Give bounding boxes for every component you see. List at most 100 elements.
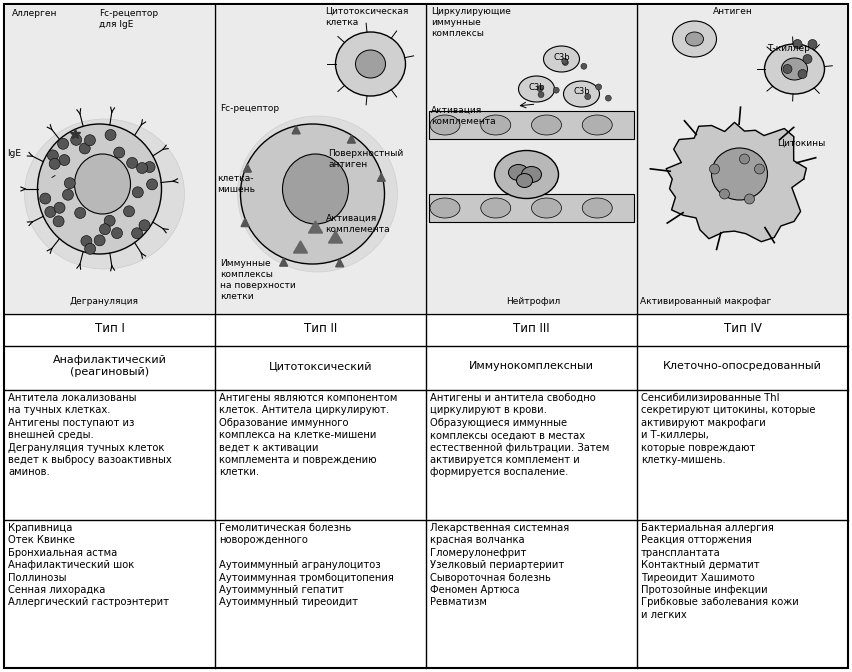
Circle shape bbox=[740, 154, 750, 164]
Circle shape bbox=[84, 243, 95, 254]
Circle shape bbox=[139, 220, 150, 230]
Circle shape bbox=[581, 63, 587, 69]
Polygon shape bbox=[348, 135, 355, 143]
Text: Активация
комплемента: Активация комплемента bbox=[325, 214, 390, 234]
Ellipse shape bbox=[544, 46, 579, 72]
Polygon shape bbox=[241, 218, 249, 226]
Circle shape bbox=[131, 228, 142, 239]
Polygon shape bbox=[308, 221, 323, 233]
Ellipse shape bbox=[509, 165, 528, 181]
Circle shape bbox=[48, 150, 59, 161]
Circle shape bbox=[783, 65, 792, 73]
Circle shape bbox=[127, 157, 138, 169]
Text: Антитела локализованы
на тучных клетках.
Антигены поступают из
внешней среды.
Де: Антитела локализованы на тучных клетках.… bbox=[8, 393, 172, 477]
Polygon shape bbox=[292, 126, 300, 134]
Circle shape bbox=[808, 40, 817, 48]
Ellipse shape bbox=[781, 58, 808, 80]
Text: клетка-
мишень: клетка- мишень bbox=[217, 174, 255, 194]
Circle shape bbox=[132, 187, 143, 198]
Circle shape bbox=[562, 60, 568, 65]
Circle shape bbox=[75, 208, 86, 218]
Ellipse shape bbox=[532, 198, 561, 218]
Ellipse shape bbox=[764, 44, 825, 94]
Circle shape bbox=[112, 228, 123, 239]
Text: Антигены и антитела свободно
циркулируют в крови.
Образующиеся иммунные
комплекс: Антигены и антитела свободно циркулируют… bbox=[430, 393, 609, 477]
Ellipse shape bbox=[430, 115, 460, 135]
Text: Циркулирующие
иммунные
комплексы: Циркулирующие иммунные комплексы bbox=[431, 7, 511, 38]
Ellipse shape bbox=[686, 32, 704, 46]
Circle shape bbox=[798, 69, 807, 79]
Circle shape bbox=[58, 138, 69, 149]
Circle shape bbox=[136, 163, 147, 173]
Circle shape bbox=[71, 134, 82, 145]
Ellipse shape bbox=[582, 198, 613, 218]
Circle shape bbox=[710, 164, 719, 174]
Circle shape bbox=[100, 224, 111, 235]
Ellipse shape bbox=[481, 115, 510, 135]
Polygon shape bbox=[377, 173, 385, 181]
Circle shape bbox=[803, 54, 812, 63]
Ellipse shape bbox=[238, 116, 398, 272]
Ellipse shape bbox=[563, 81, 600, 107]
Text: IgE: IgE bbox=[7, 149, 21, 158]
Ellipse shape bbox=[494, 151, 559, 198]
Text: Нейтрофил: Нейтрофил bbox=[506, 297, 561, 306]
Ellipse shape bbox=[672, 21, 717, 57]
Text: Тип IV: Тип IV bbox=[723, 323, 762, 335]
Ellipse shape bbox=[582, 115, 613, 135]
Circle shape bbox=[40, 193, 51, 204]
Ellipse shape bbox=[37, 124, 162, 254]
Text: Цитотоксический: Цитотоксический bbox=[268, 361, 372, 371]
Ellipse shape bbox=[355, 50, 385, 78]
Text: C3b: C3b bbox=[553, 52, 570, 62]
Ellipse shape bbox=[519, 76, 555, 102]
Text: Активация
комплемента: Активация комплемента bbox=[431, 106, 496, 126]
Text: Поверхностный
антиген: Поверхностный антиген bbox=[329, 149, 404, 169]
Text: Иммунные
комплексы
на поверхности
клетки: Иммунные комплексы на поверхности клетки bbox=[220, 259, 296, 301]
Text: Тип II: Тип II bbox=[304, 323, 337, 335]
Circle shape bbox=[793, 40, 802, 48]
Text: C3b: C3b bbox=[573, 87, 590, 97]
Ellipse shape bbox=[283, 154, 348, 224]
Text: Иммунокомплексныи: Иммунокомплексныи bbox=[469, 361, 594, 371]
Text: Fc-рецептор
для IgE: Fc-рецептор для IgE bbox=[99, 9, 158, 29]
Ellipse shape bbox=[516, 173, 532, 187]
Circle shape bbox=[147, 179, 158, 190]
Circle shape bbox=[538, 91, 544, 97]
Circle shape bbox=[62, 190, 73, 200]
Ellipse shape bbox=[336, 32, 406, 96]
Text: Активированный макрофаг: Активированный макрофаг bbox=[640, 297, 771, 306]
Circle shape bbox=[553, 87, 559, 93]
Circle shape bbox=[104, 215, 115, 226]
Text: Цитотоксическая
клетка: Цитотоксическая клетка bbox=[325, 7, 409, 27]
Circle shape bbox=[755, 164, 764, 174]
Circle shape bbox=[596, 84, 602, 90]
Ellipse shape bbox=[25, 119, 185, 269]
Text: Fc-рецептор: Fc-рецептор bbox=[220, 104, 279, 113]
Text: Антиген: Антиген bbox=[712, 7, 752, 16]
Circle shape bbox=[94, 235, 105, 246]
Circle shape bbox=[605, 95, 612, 101]
Ellipse shape bbox=[481, 198, 510, 218]
Text: Тип I: Тип I bbox=[95, 323, 124, 335]
Text: Антигены являются компонентом
клеток. Антитела циркулируют.
Образование иммунног: Антигены являются компонентом клеток. Ан… bbox=[219, 393, 397, 477]
Circle shape bbox=[54, 202, 65, 213]
Ellipse shape bbox=[74, 154, 130, 214]
Ellipse shape bbox=[532, 115, 561, 135]
Bar bbox=[5, 5, 214, 313]
Text: Крапивница
Отек Квинке
Бронхиальная астма
Анафилактический шок
Поллинозы
Сенная : Крапивница Отек Квинке Бронхиальная астм… bbox=[8, 523, 169, 607]
Bar bbox=[638, 5, 847, 313]
Circle shape bbox=[65, 177, 75, 189]
Text: Цитокины: Цитокины bbox=[778, 139, 826, 148]
Circle shape bbox=[59, 155, 70, 165]
Polygon shape bbox=[666, 122, 806, 242]
Circle shape bbox=[45, 206, 56, 218]
Circle shape bbox=[105, 130, 116, 140]
Circle shape bbox=[79, 143, 90, 154]
Polygon shape bbox=[279, 258, 288, 266]
Circle shape bbox=[84, 134, 95, 146]
Circle shape bbox=[81, 236, 92, 247]
Ellipse shape bbox=[521, 167, 542, 183]
Text: Тип III: Тип III bbox=[513, 323, 550, 335]
Circle shape bbox=[49, 159, 60, 169]
